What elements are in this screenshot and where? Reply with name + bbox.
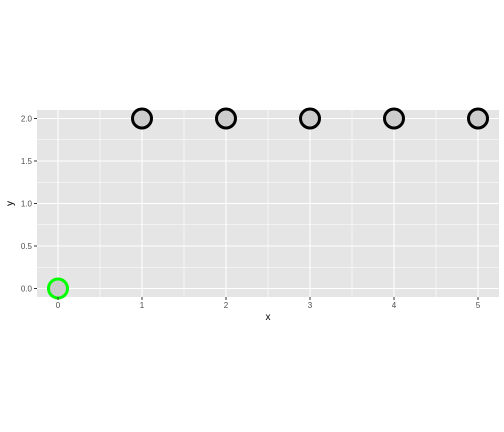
major-grid [37, 110, 499, 297]
x-tick-label: 5 [476, 301, 481, 310]
y-tick-label: 0.5 [21, 242, 33, 251]
x-tick-label: 0 [56, 301, 61, 310]
x-tick-label: 3 [308, 301, 313, 310]
x-tick-label: 4 [392, 301, 397, 310]
data-point [383, 107, 405, 130]
y-axis-title: y [5, 201, 16, 206]
data-point [131, 107, 153, 130]
data-point [47, 277, 69, 300]
y-axis: 0.0 0.5 1.0 1.5 2.0 [21, 115, 37, 294]
y-tick-label: 1.5 [21, 157, 33, 166]
y-tick-label: 1.0 [21, 200, 33, 209]
x-axis: 0 1 2 3 4 5 [56, 297, 481, 310]
data-points [47, 107, 489, 300]
x-tick-label: 1 [140, 301, 145, 310]
data-point [215, 107, 237, 130]
data-point [299, 107, 321, 130]
y-tick-label: 0.0 [21, 285, 33, 294]
y-tick-label: 2.0 [21, 115, 33, 124]
data-point [467, 107, 489, 130]
x-axis-title: x [266, 312, 271, 323]
x-tick-label: 2 [224, 301, 229, 310]
